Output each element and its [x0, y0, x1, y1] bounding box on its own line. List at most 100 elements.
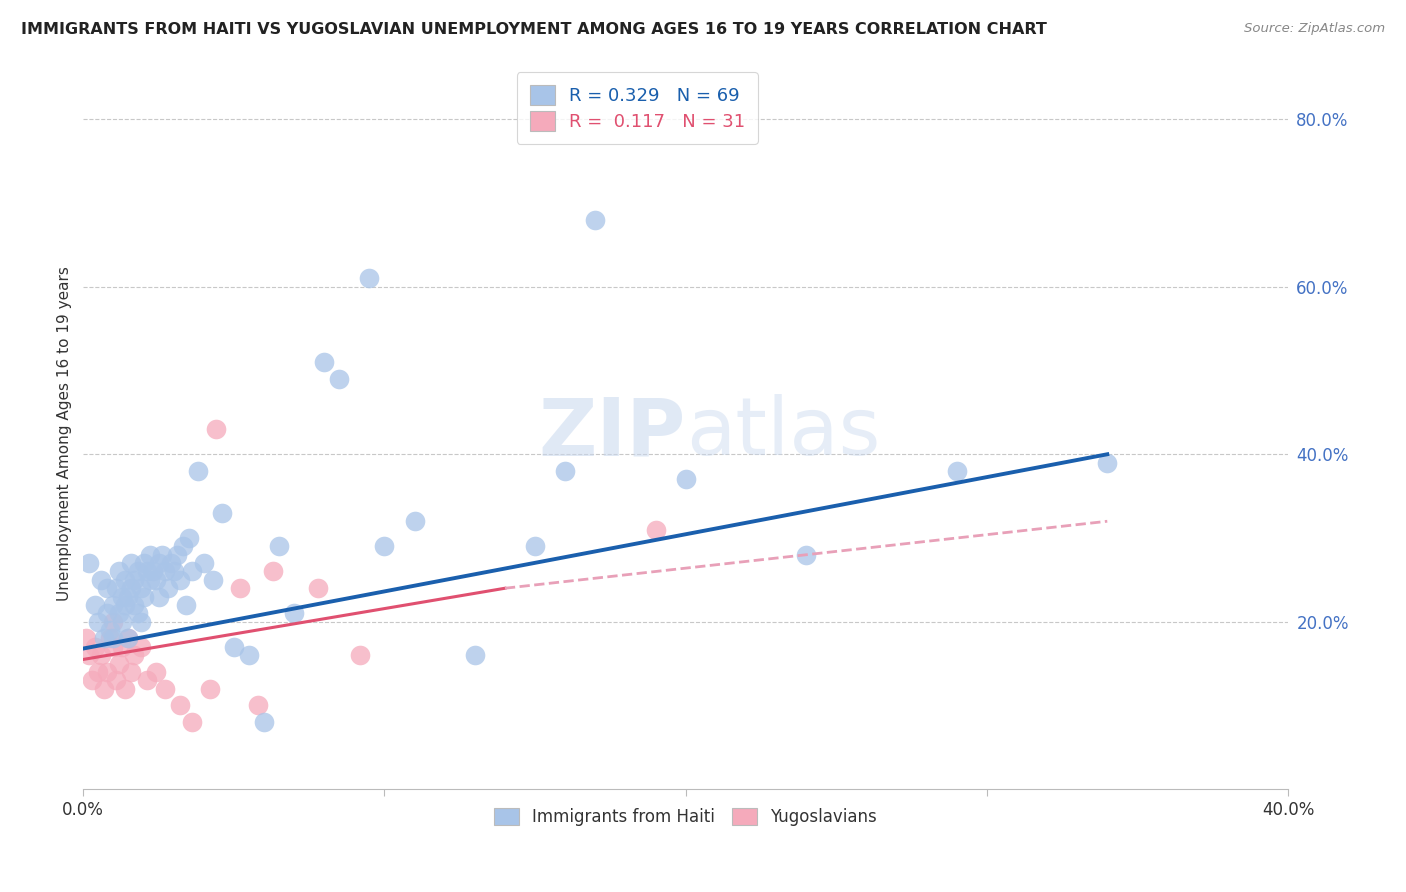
Point — [145, 573, 167, 587]
Point — [148, 556, 170, 570]
Point — [193, 556, 215, 570]
Point — [675, 472, 697, 486]
Point — [93, 632, 115, 646]
Point — [163, 565, 186, 579]
Point — [169, 698, 191, 713]
Point — [132, 556, 155, 570]
Point — [79, 556, 101, 570]
Point — [111, 640, 134, 654]
Point — [96, 581, 118, 595]
Point — [93, 681, 115, 696]
Point — [124, 573, 146, 587]
Point — [84, 598, 107, 612]
Point — [166, 548, 188, 562]
Point — [75, 632, 97, 646]
Point — [96, 607, 118, 621]
Point — [229, 581, 252, 595]
Point — [135, 673, 157, 688]
Point — [554, 464, 576, 478]
Point — [307, 581, 329, 595]
Point — [103, 632, 125, 646]
Text: ZIP: ZIP — [538, 394, 686, 473]
Point — [129, 615, 152, 629]
Point — [246, 698, 269, 713]
Point — [253, 715, 276, 730]
Point — [180, 715, 202, 730]
Point — [127, 565, 149, 579]
Point — [169, 573, 191, 587]
Point — [108, 565, 131, 579]
Point — [96, 665, 118, 679]
Point — [105, 673, 128, 688]
Point — [148, 590, 170, 604]
Point — [79, 648, 101, 663]
Point — [404, 514, 426, 528]
Point — [117, 632, 139, 646]
Point — [82, 673, 104, 688]
Legend: Immigrants from Haiti, Yugoslavians: Immigrants from Haiti, Yugoslavians — [486, 799, 886, 834]
Point — [117, 590, 139, 604]
Y-axis label: Unemployment Among Ages 16 to 19 years: Unemployment Among Ages 16 to 19 years — [58, 266, 72, 601]
Point — [222, 640, 245, 654]
Point — [87, 665, 110, 679]
Point — [103, 598, 125, 612]
Point — [794, 548, 817, 562]
Point — [124, 648, 146, 663]
Point — [121, 581, 143, 595]
Point — [644, 523, 666, 537]
Point — [180, 565, 202, 579]
Point — [1097, 456, 1119, 470]
Point — [108, 657, 131, 671]
Point — [127, 607, 149, 621]
Point — [262, 565, 284, 579]
Point — [283, 607, 305, 621]
Point — [359, 271, 381, 285]
Point — [328, 372, 350, 386]
Point — [138, 548, 160, 562]
Point — [145, 665, 167, 679]
Point — [524, 540, 547, 554]
Point — [114, 598, 136, 612]
Point — [211, 506, 233, 520]
Point — [177, 531, 200, 545]
Point — [583, 212, 606, 227]
Point — [314, 355, 336, 369]
Text: Source: ZipAtlas.com: Source: ZipAtlas.com — [1244, 22, 1385, 36]
Point — [111, 615, 134, 629]
Point — [198, 681, 221, 696]
Point — [187, 464, 209, 478]
Point — [121, 556, 143, 570]
Point — [138, 573, 160, 587]
Point — [945, 464, 967, 478]
Point — [114, 573, 136, 587]
Point — [156, 581, 179, 595]
Point — [267, 540, 290, 554]
Point — [132, 590, 155, 604]
Point — [142, 565, 165, 579]
Point — [159, 556, 181, 570]
Point — [87, 615, 110, 629]
Point — [201, 573, 224, 587]
Point — [349, 648, 371, 663]
Point — [129, 640, 152, 654]
Point — [117, 632, 139, 646]
Point — [153, 565, 176, 579]
Point — [150, 548, 173, 562]
Text: IMMIGRANTS FROM HAITI VS YUGOSLAVIAN UNEMPLOYMENT AMONG AGES 16 TO 19 YEARS CORR: IMMIGRANTS FROM HAITI VS YUGOSLAVIAN UNE… — [21, 22, 1047, 37]
Point — [124, 598, 146, 612]
Point — [103, 640, 125, 654]
Point — [464, 648, 486, 663]
Point — [238, 648, 260, 663]
Point — [204, 422, 226, 436]
Point — [174, 598, 197, 612]
Text: atlas: atlas — [686, 394, 880, 473]
Point — [129, 581, 152, 595]
Point — [105, 581, 128, 595]
Point — [103, 615, 125, 629]
Point — [90, 648, 112, 663]
Point — [111, 590, 134, 604]
Point — [100, 632, 122, 646]
Point — [114, 681, 136, 696]
Point — [172, 540, 194, 554]
Point — [100, 623, 122, 637]
